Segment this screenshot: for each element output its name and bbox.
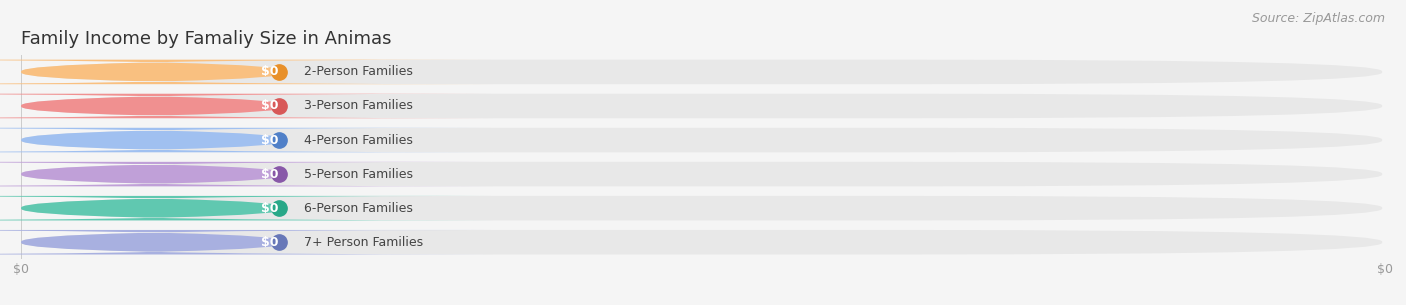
FancyBboxPatch shape: [0, 128, 492, 152]
FancyBboxPatch shape: [22, 230, 1382, 254]
Text: $0: $0: [262, 236, 278, 249]
FancyBboxPatch shape: [22, 60, 1382, 84]
FancyBboxPatch shape: [0, 94, 492, 118]
FancyBboxPatch shape: [0, 196, 492, 221]
Text: $0: $0: [262, 134, 278, 146]
FancyBboxPatch shape: [22, 128, 1382, 152]
FancyBboxPatch shape: [0, 60, 492, 84]
Text: $0: $0: [262, 99, 278, 113]
FancyBboxPatch shape: [0, 162, 492, 186]
Text: 7+ Person Families: 7+ Person Families: [304, 236, 423, 249]
FancyBboxPatch shape: [22, 196, 1382, 221]
Text: 6-Person Families: 6-Person Families: [304, 202, 412, 215]
Text: 4-Person Families: 4-Person Families: [304, 134, 412, 146]
Text: $0: $0: [262, 66, 278, 78]
FancyBboxPatch shape: [22, 162, 1382, 186]
Text: $0: $0: [262, 202, 278, 215]
Text: 2-Person Families: 2-Person Families: [304, 66, 412, 78]
Text: $0: $0: [262, 168, 278, 181]
Text: Family Income by Famaliy Size in Animas: Family Income by Famaliy Size in Animas: [21, 30, 392, 48]
FancyBboxPatch shape: [0, 230, 492, 254]
Text: 3-Person Families: 3-Person Families: [304, 99, 412, 113]
Text: 5-Person Families: 5-Person Families: [304, 168, 413, 181]
FancyBboxPatch shape: [22, 94, 1382, 118]
Text: Source: ZipAtlas.com: Source: ZipAtlas.com: [1251, 12, 1385, 25]
